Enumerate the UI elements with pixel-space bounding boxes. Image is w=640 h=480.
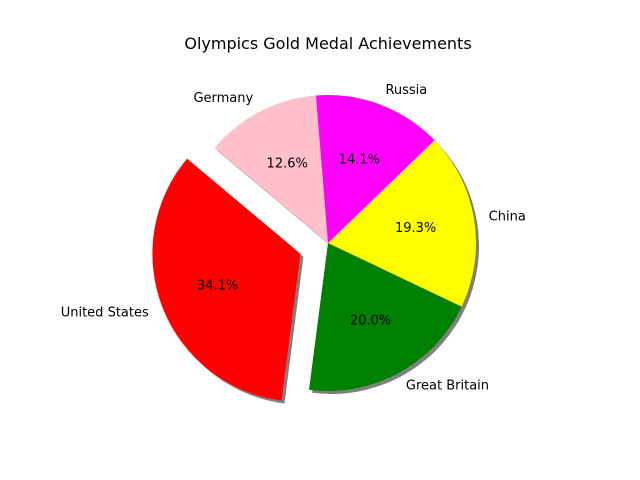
percent-label-united-states: 34.1% bbox=[197, 279, 238, 294]
slice-label-russia: Russia bbox=[385, 83, 427, 98]
slice-label-great-britain: Great Britain bbox=[406, 378, 489, 393]
pie-slice-great-britain bbox=[309, 243, 462, 391]
slice-label-germany: Germany bbox=[193, 91, 253, 106]
slices bbox=[152, 95, 476, 401]
percent-label-great-britain: 20.0% bbox=[350, 313, 391, 328]
pie-slice-united-states bbox=[152, 158, 301, 401]
percent-label-russia: 14.1% bbox=[339, 152, 380, 167]
pie-slice-germany bbox=[214, 95, 328, 243]
percent-labels: 34.1% 20.0% 19.3% 14.1% 12.6% bbox=[197, 152, 436, 328]
pie-slice-china bbox=[328, 140, 476, 307]
slice-label-china: China bbox=[489, 209, 526, 224]
slice-labels: United States Great Britain China Russia Ger… bbox=[61, 83, 526, 393]
percent-label-china: 19.3% bbox=[395, 221, 436, 236]
percent-label-germany: 12.6% bbox=[267, 157, 308, 172]
chart-title: Olympics Gold Medal Achievements bbox=[184, 34, 471, 53]
slice-label-united-states: United States bbox=[61, 305, 149, 320]
pie-slice-russia bbox=[315, 95, 435, 243]
